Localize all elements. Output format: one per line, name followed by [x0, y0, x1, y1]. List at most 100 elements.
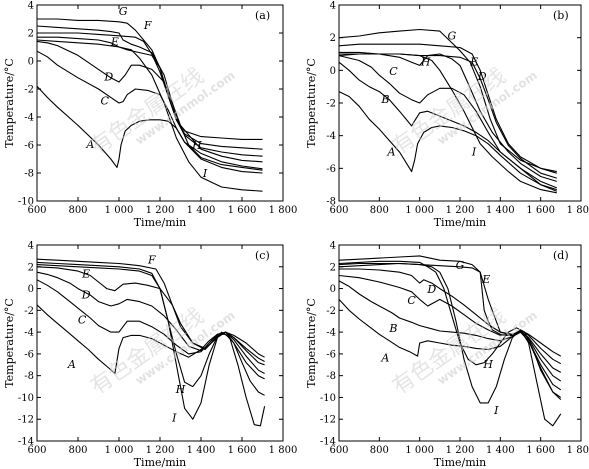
- y-axis-label: Temperature/°C: [3, 58, 16, 148]
- series-label-H: H: [191, 139, 202, 152]
- y-tick-label: -4: [326, 328, 336, 339]
- series-line-D: [36, 40, 263, 163]
- series-line-G: [338, 28, 557, 173]
- series-line-I: [36, 264, 266, 427]
- series-label-I: I: [493, 404, 499, 417]
- x-tick-label: 1 200: [146, 445, 175, 456]
- y-tick-label: 2: [330, 262, 336, 273]
- series-label-C: C: [389, 65, 398, 78]
- series-label-A: A: [85, 138, 94, 151]
- series-label-I: I: [202, 167, 208, 180]
- x-tick-label: 600: [27, 205, 46, 216]
- y-axis-label: Temperature/°C: [3, 298, 16, 388]
- series-label-G: G: [448, 29, 457, 42]
- x-tick-label: 800: [68, 445, 87, 456]
- y-tick-label: 2: [330, 33, 336, 44]
- x-tick-label: 600: [329, 445, 348, 456]
- y-tick-label: 4: [330, 1, 336, 12]
- x-tick-label: 800: [68, 205, 87, 216]
- y-tick-label: -10: [18, 197, 34, 208]
- x-tick-label: 1 800: [567, 445, 589, 456]
- y-axis-label: Temperature/°C: [305, 298, 318, 388]
- x-tick-label: 1 400: [187, 445, 216, 456]
- series-line-A: [36, 85, 263, 174]
- series-label-E: E: [110, 36, 119, 49]
- chart-panel-d: G E DC B A H I 600 800 1 000 1 200 1 400 1 600 1 800 -…: [305, 241, 589, 469]
- y-tick-label: 0: [330, 66, 336, 77]
- x-tick-label: 1 400: [486, 445, 515, 456]
- y-tick-label: -8: [24, 371, 34, 382]
- series-line-H: [36, 25, 263, 171]
- y-tick-label: 0: [330, 284, 336, 295]
- x-tick-label: 1 000: [405, 205, 434, 216]
- x-tick-label: 600: [329, 205, 348, 216]
- series-line-E: [37, 36, 263, 157]
- y-tick-label: -10: [320, 393, 336, 404]
- series-line-F: [36, 258, 265, 358]
- panel-label: (b): [553, 9, 569, 22]
- series-label-G: G: [119, 5, 128, 18]
- series-label-C: C: [100, 94, 109, 107]
- y-tick-label: 4: [28, 1, 34, 12]
- y-tick-label: 0: [28, 57, 34, 68]
- y-tick-label: -6: [326, 349, 336, 360]
- x-axis-label: Time/min: [434, 216, 487, 229]
- y-tick-label: -4: [24, 328, 34, 339]
- x-axis-label: Time/min: [134, 216, 187, 229]
- panel-label: (d): [553, 249, 569, 262]
- series-label-B: B: [388, 322, 397, 335]
- series-label-D: D: [477, 70, 487, 83]
- series-label-E: E: [481, 273, 490, 286]
- y-tick-label: -6: [326, 164, 336, 175]
- y-tick-label: -10: [18, 393, 34, 404]
- y-tick-label: -8: [326, 371, 336, 382]
- x-tick-label: 1 200: [446, 445, 475, 456]
- series-line-H: [338, 260, 562, 398]
- x-tick-label: 1 800: [567, 205, 589, 216]
- series-line-I: [339, 51, 557, 194]
- y-tick-label: 4: [330, 241, 336, 252]
- y-tick-label: -4: [24, 113, 34, 124]
- x-tick-label: 800: [370, 445, 389, 456]
- x-tick-label: 1 000: [105, 205, 134, 216]
- y-tick-label: -8: [326, 197, 336, 208]
- series-label-C: C: [407, 294, 416, 307]
- y-tick-label: 4: [28, 241, 34, 252]
- y-axis-label: Temperature/°C: [305, 58, 318, 148]
- x-tick-label: 1 600: [526, 445, 555, 456]
- series-label-I: I: [171, 411, 177, 424]
- series-label-H: H: [420, 55, 431, 68]
- series-label-D: D: [81, 288, 91, 301]
- series-label-E: E: [469, 55, 478, 68]
- y-tick-label: -2: [326, 306, 336, 317]
- series-line-B: [338, 61, 557, 191]
- x-tick-label: 1 000: [405, 445, 434, 456]
- panel-label: (a): [255, 9, 270, 22]
- series-label-A: A: [67, 358, 76, 371]
- y-tick-label: 2: [28, 262, 34, 273]
- y-tick-label: -12: [320, 415, 336, 426]
- y-tick-label: -6: [24, 141, 34, 152]
- series-label-E: E: [81, 268, 90, 281]
- y-tick-label: -2: [24, 85, 34, 96]
- series-line-F: [37, 32, 263, 150]
- series-line-I: [36, 39, 263, 192]
- series-line-C: [36, 279, 265, 374]
- y-tick-label: -12: [18, 415, 34, 426]
- x-tick-label: 1 600: [526, 205, 555, 216]
- x-tick-label: 600: [27, 445, 46, 456]
- series-label-I: I: [471, 145, 477, 158]
- x-axis-label: Time/min: [434, 456, 487, 469]
- series-label-F: F: [143, 19, 152, 32]
- series-label-G: G: [456, 259, 465, 272]
- x-tick-label: 1 600: [228, 205, 257, 216]
- series-line-A: [338, 91, 558, 192]
- series-label-A: A: [386, 145, 395, 158]
- panel-label: (c): [255, 249, 270, 262]
- x-tick-label: 800: [370, 205, 389, 216]
- series-label-A: A: [380, 352, 389, 365]
